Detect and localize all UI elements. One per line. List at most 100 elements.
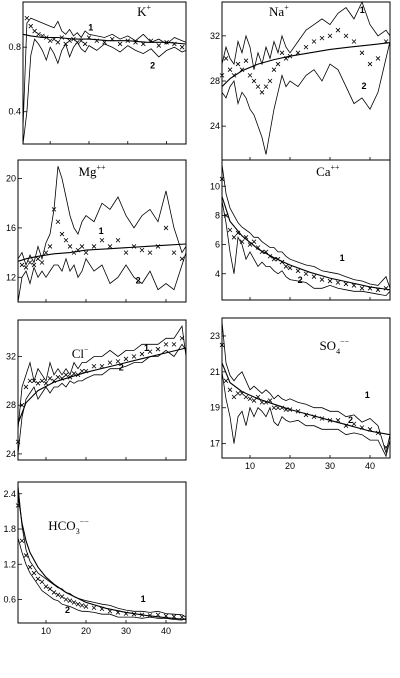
y-tick-label: 4 <box>215 269 220 279</box>
y-tick-label: 2.4 <box>3 489 16 499</box>
ion-symbol: Na <box>269 4 284 19</box>
y-tick-label: 19 <box>210 403 220 413</box>
observed-point <box>171 342 177 347</box>
observed-point <box>335 418 341 423</box>
observed-point <box>383 444 389 450</box>
curve-label-2: 2 <box>65 605 70 615</box>
observed-point <box>239 391 245 396</box>
curve-label-2: 2 <box>119 362 124 372</box>
lower-bound-line <box>17 252 187 303</box>
observed-point <box>67 38 72 44</box>
observed-point <box>115 237 121 243</box>
observed-point <box>179 614 185 620</box>
panel-so4: 17 19 21 23 10 20 30 40 1 2 SO4−− <box>210 317 391 471</box>
observed-point <box>239 67 245 72</box>
observed-point <box>235 61 241 67</box>
observed-point <box>75 40 80 45</box>
observed-point <box>383 39 389 44</box>
observed-point <box>94 38 100 44</box>
observed-point <box>47 376 53 381</box>
x-tick-label: 20 <box>81 626 91 636</box>
observed-point <box>367 426 373 432</box>
observed-point <box>123 611 129 616</box>
observed-point <box>123 356 129 362</box>
observed-point <box>367 61 373 67</box>
trend-line <box>17 347 187 424</box>
observed-point <box>109 36 115 42</box>
ion-symbol: Mg <box>78 164 97 179</box>
curve-label-2: 2 <box>136 276 141 286</box>
observed-point <box>255 84 261 89</box>
observed-point <box>32 28 37 34</box>
observed-point <box>35 256 41 262</box>
observed-point <box>55 592 61 598</box>
observed-point <box>131 244 137 249</box>
observed-point <box>79 603 85 608</box>
ion-title: Cl− <box>72 345 89 361</box>
observed-point <box>67 244 73 249</box>
y-tick-label: 16 <box>6 223 16 233</box>
observed-point <box>283 56 289 61</box>
upper-bound-line <box>221 164 391 289</box>
observed-point <box>139 612 145 618</box>
observed-point <box>351 283 357 288</box>
ion-subscript: 3 <box>76 527 80 536</box>
observed-point <box>63 237 69 243</box>
observed-point <box>231 235 237 240</box>
observed-point <box>259 249 265 255</box>
ion-title: Na+ <box>269 3 289 19</box>
observed-point <box>23 384 29 390</box>
observed-point <box>227 67 233 72</box>
panel-hco3: 0.6 1.2 1.8 2.4 10 20 30 40 1 2 HCO3−− <box>3 481 187 636</box>
observed-point <box>275 256 281 262</box>
observed-point <box>319 416 325 421</box>
observed-point <box>303 412 309 418</box>
upper-bound-line <box>22 17 187 128</box>
y-tick-label: 24 <box>6 449 16 459</box>
upper-bound-line <box>221 0 391 70</box>
y-tick-label: 6 <box>215 240 220 250</box>
curve-label-2: 2 <box>361 81 366 91</box>
panel-k: 0.4 0.8 1 2 K+ <box>8 1 187 145</box>
observed-point <box>227 387 233 393</box>
curve-label-1: 1 <box>365 390 370 400</box>
observed-point <box>251 78 257 84</box>
ion-charge: − <box>84 345 89 354</box>
observed-point <box>179 44 185 50</box>
observed-point <box>86 35 92 40</box>
x-tick-label: 10 <box>245 461 255 471</box>
ion-charge: + <box>284 3 289 12</box>
observed-point <box>67 598 73 603</box>
observed-point <box>83 368 89 374</box>
observed-point <box>39 260 45 265</box>
observed-point <box>19 402 25 408</box>
observed-point <box>375 287 381 293</box>
observed-point <box>359 425 365 430</box>
observed-point <box>123 250 129 255</box>
observed-point <box>55 40 61 45</box>
trend-line <box>221 196 391 291</box>
x-tick-label: 10 <box>41 626 51 636</box>
observed-point <box>219 73 225 78</box>
observed-point <box>131 354 137 359</box>
observed-point <box>40 33 45 39</box>
observed-point <box>63 372 69 378</box>
observed-point <box>75 247 81 253</box>
observed-point <box>327 33 333 39</box>
observed-point <box>83 250 89 255</box>
y-tick-label: 0.6 <box>3 595 16 605</box>
observed-point <box>43 250 49 255</box>
y-tick-label: 17 <box>210 439 220 449</box>
observed-point <box>343 33 349 39</box>
observed-point <box>263 400 269 405</box>
observed-point <box>375 56 381 61</box>
observed-point <box>163 613 169 619</box>
lower-bound-line <box>22 38 187 145</box>
observed-point <box>35 576 41 582</box>
observed-point <box>82 41 88 47</box>
observed-point <box>51 590 57 595</box>
observed-point <box>79 244 85 249</box>
y-tick-label: 21 <box>210 367 220 377</box>
observed-point <box>23 265 29 270</box>
